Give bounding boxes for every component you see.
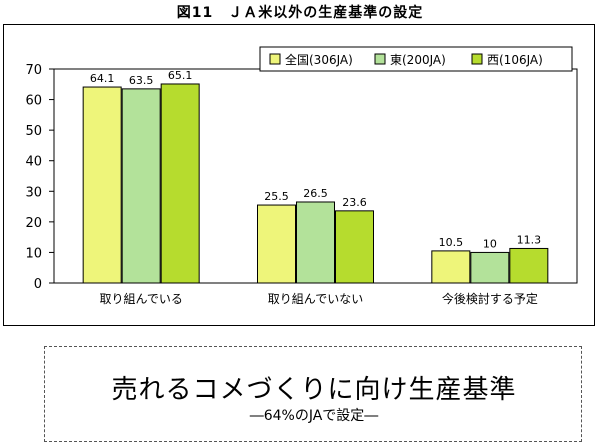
bar <box>160 83 200 284</box>
caption-box: 売れるコメづくりに向け生産基準 ―64%のJAで設定― <box>44 346 582 442</box>
x-category-label: 今後検討する予定 <box>442 291 538 306</box>
legend-box <box>259 46 573 72</box>
bar <box>82 86 122 284</box>
data-label: 65.1 <box>168 69 193 82</box>
legend-label: 全国(306JA) <box>285 52 353 67</box>
x-category-label: 取り組んでいない <box>268 292 363 306</box>
caption-sub: ―64%のJAで設定― <box>249 408 379 424</box>
bar <box>509 247 549 284</box>
legend-label: 東(200JA) <box>390 53 446 67</box>
data-label: 10 <box>483 237 497 250</box>
chart-frame: 0 10 20 30 40 50 60 70 64.1 63.5 65.1 取り組んでいる 25.5 26… <box>3 24 595 326</box>
bar <box>431 250 471 284</box>
legend-swatch <box>269 53 281 65</box>
bar-chart: 0 10 20 30 40 50 60 70 64.1 63.5 65.1 取り組んでいる 25.5 26… <box>25 46 578 306</box>
y-tick-label: 50 <box>25 124 42 139</box>
bar <box>296 201 335 284</box>
y-tick-label: 30 <box>25 185 42 200</box>
data-label: 25.5 <box>264 190 289 203</box>
legend-swatch <box>374 53 386 65</box>
bar <box>257 204 296 284</box>
caption-main: 売れるコメづくりに向け生産基準 <box>111 375 517 405</box>
chart-title: 図11 ＪＡ米以外の生産基準の設定 <box>176 5 424 21</box>
data-label: 63.5 <box>129 74 154 87</box>
y-tick-label: 10 <box>25 246 42 261</box>
bar <box>470 251 510 284</box>
bar <box>335 210 374 284</box>
data-label: 64.1 <box>90 72 115 85</box>
legend-swatch <box>471 53 483 65</box>
y-tick-label: 0 <box>34 277 42 292</box>
y-tick-label: 70 <box>25 63 42 78</box>
x-category-label: 取り組んでいる <box>99 292 182 306</box>
y-tick-label: 40 <box>25 155 42 170</box>
bar <box>121 88 161 284</box>
data-label: 23.6 <box>342 196 367 209</box>
data-label: 10.5 <box>439 236 464 249</box>
y-tick-label: 20 <box>25 216 42 231</box>
legend-label: 西(106JA) <box>487 53 543 67</box>
data-label: 11.3 <box>517 233 542 246</box>
y-tick-label: 60 <box>25 94 42 109</box>
data-label: 26.5 <box>303 187 328 200</box>
